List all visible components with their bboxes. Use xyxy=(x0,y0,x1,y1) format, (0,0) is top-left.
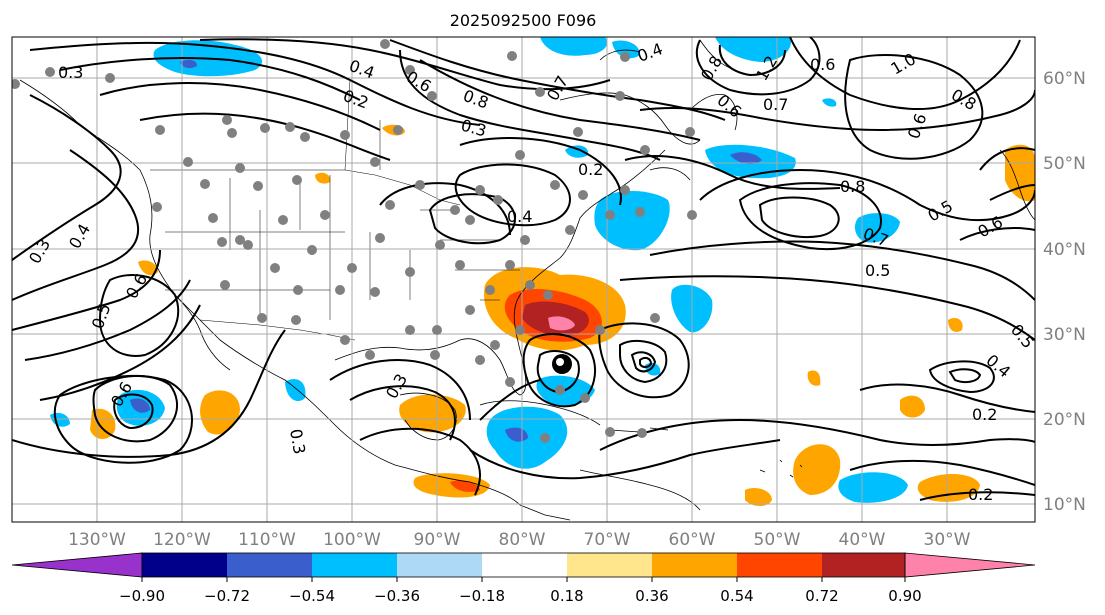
positive-anomaly-atlantic-small xyxy=(807,370,821,386)
contour-label: 0.3 xyxy=(58,63,83,82)
latitude-label: 50°N xyxy=(1043,154,1086,174)
storm-center-markers xyxy=(552,354,572,374)
coastlines xyxy=(19,39,1035,521)
storm-center-marker xyxy=(556,358,564,366)
positive-anomaly-west-mexico xyxy=(138,260,158,276)
observation-markers xyxy=(12,39,697,443)
colorbar-tick-label: −0.18 xyxy=(459,587,505,605)
colorbar-tick-label: −0.54 xyxy=(289,587,335,605)
contour-label: 0.2 xyxy=(578,160,603,179)
negative-anomaly-central-atlantic xyxy=(854,213,900,243)
colorbar-ticks xyxy=(141,577,906,582)
contour-lines xyxy=(12,37,1035,501)
longitude-label: 70°W xyxy=(584,530,631,550)
longitude-label: 90°W xyxy=(414,530,461,550)
negative-anomaly-quebec-small xyxy=(565,145,589,158)
colorbar-segment xyxy=(652,553,737,577)
colorbar-segment xyxy=(312,553,397,577)
colorbar-tick-labels: −0.90 −0.72 −0.54 −0.36 −0.18 0.18 0.36 … xyxy=(119,587,922,605)
colorbar-tick-label: −0.90 xyxy=(119,587,165,605)
negative-anomaly-azores-small xyxy=(822,98,837,107)
latitude-label: 40°N xyxy=(1043,240,1086,260)
positive-anomaly-tropical-atlantic-2 xyxy=(917,474,980,502)
latitude-label: 20°N xyxy=(1043,410,1086,430)
colorbar-tick-label: 0.72 xyxy=(805,587,838,605)
contour-label: 0.2 xyxy=(968,485,993,504)
colorbar-frame xyxy=(141,552,906,578)
positive-anomaly-central-america-core xyxy=(450,480,480,492)
positive-anomaly-tropical-atlantic-3 xyxy=(745,488,772,506)
colorbar-tick-label: 0.18 xyxy=(550,587,583,605)
longitude-label: 80°W xyxy=(499,530,546,550)
colorbar-segment xyxy=(737,553,822,577)
negative-anomaly-greenland xyxy=(715,37,791,62)
positive-anomaly-east-atlantic xyxy=(948,318,963,332)
contour-label: 0.8 xyxy=(840,177,865,196)
longitude-label: 30°W xyxy=(924,530,971,550)
map-panel: 0.3 0.4 0.2 0.6 0.8 0.3 0.7 0.4 1.2 0.6 … xyxy=(12,37,1035,522)
colorbar-segment xyxy=(142,553,227,577)
positive-anomaly-mid-atlantic xyxy=(900,395,925,418)
colorbar-segment xyxy=(227,553,312,577)
longitude-label: 40°W xyxy=(839,530,886,550)
contour-label: 0.2 xyxy=(972,405,997,424)
longitude-label: 60°W xyxy=(669,530,716,550)
longitude-label: 50°W xyxy=(754,530,801,550)
negative-anomaly-tropical-atlantic xyxy=(838,472,908,503)
contour-label: 0.4 xyxy=(507,207,532,226)
colorbar-tick-label: 0.36 xyxy=(635,587,668,605)
negative-anomaly-baja-low-core xyxy=(130,398,150,413)
colorbar-tick-label: −0.36 xyxy=(374,587,420,605)
colorbar-extend-high xyxy=(904,552,1036,578)
negative-anomaly-nova-scotia xyxy=(594,191,670,251)
positive-anomaly-southeast-us-max xyxy=(548,316,575,331)
latitude-labels: 60°N 50°N 40°N 30°N 20°N 10°N xyxy=(1043,69,1086,515)
negative-anomaly-pacific-north-core xyxy=(180,59,198,69)
contour-label: 0.5 xyxy=(865,261,890,280)
positive-anomaly-tropical-atlantic-1 xyxy=(793,444,841,495)
colorbar-tick-label: 0.90 xyxy=(888,587,921,605)
negative-anomaly-newfoundland-core xyxy=(730,152,762,165)
contour-label: 0.3 xyxy=(286,427,309,455)
longitude-label: 130°W xyxy=(68,530,126,550)
colorbar: −0.90 −0.72 −0.54 −0.36 −0.18 0.18 0.36 … xyxy=(11,552,1036,605)
longitude-labels: 130°W 120°W 110°W 100°W 90°W 80°W 70°W 6… xyxy=(68,530,971,550)
longitude-label: 110°W xyxy=(238,530,296,550)
graticule xyxy=(12,37,1035,522)
negative-anomaly-mexico-small xyxy=(285,378,306,402)
colorbar-segment xyxy=(482,553,567,577)
positive-anomaly-pacific-small xyxy=(315,172,331,184)
borders xyxy=(150,79,520,341)
longitude-label: 100°W xyxy=(323,530,381,550)
negative-anomaly-labrador xyxy=(540,37,608,56)
latitude-label: 10°N xyxy=(1043,495,1086,515)
colorbar-tick-label: 0.54 xyxy=(720,587,753,605)
colorbar-segment xyxy=(822,553,905,577)
colorbar-segment xyxy=(397,553,482,577)
colorbar-segment xyxy=(567,553,652,577)
longitude-label: 120°W xyxy=(153,530,211,550)
shaded-anomalies xyxy=(50,37,1035,506)
positive-anomaly-northeast-atlantic xyxy=(1005,144,1035,202)
figure-title: 2025092500 F096 xyxy=(450,11,597,30)
latitude-label: 30°N xyxy=(1043,325,1086,345)
latitude-label: 60°N xyxy=(1043,69,1086,89)
colorbar-tick-label: −0.72 xyxy=(204,587,250,605)
contour-label: 0.7 xyxy=(763,95,788,114)
positive-anomaly-mexico-pacific xyxy=(200,390,240,435)
negative-anomaly-labrador-east xyxy=(612,40,640,59)
map-frame xyxy=(11,36,1036,523)
contour-label: 0.6 xyxy=(810,55,835,74)
colorbar-extend-low xyxy=(11,552,143,578)
